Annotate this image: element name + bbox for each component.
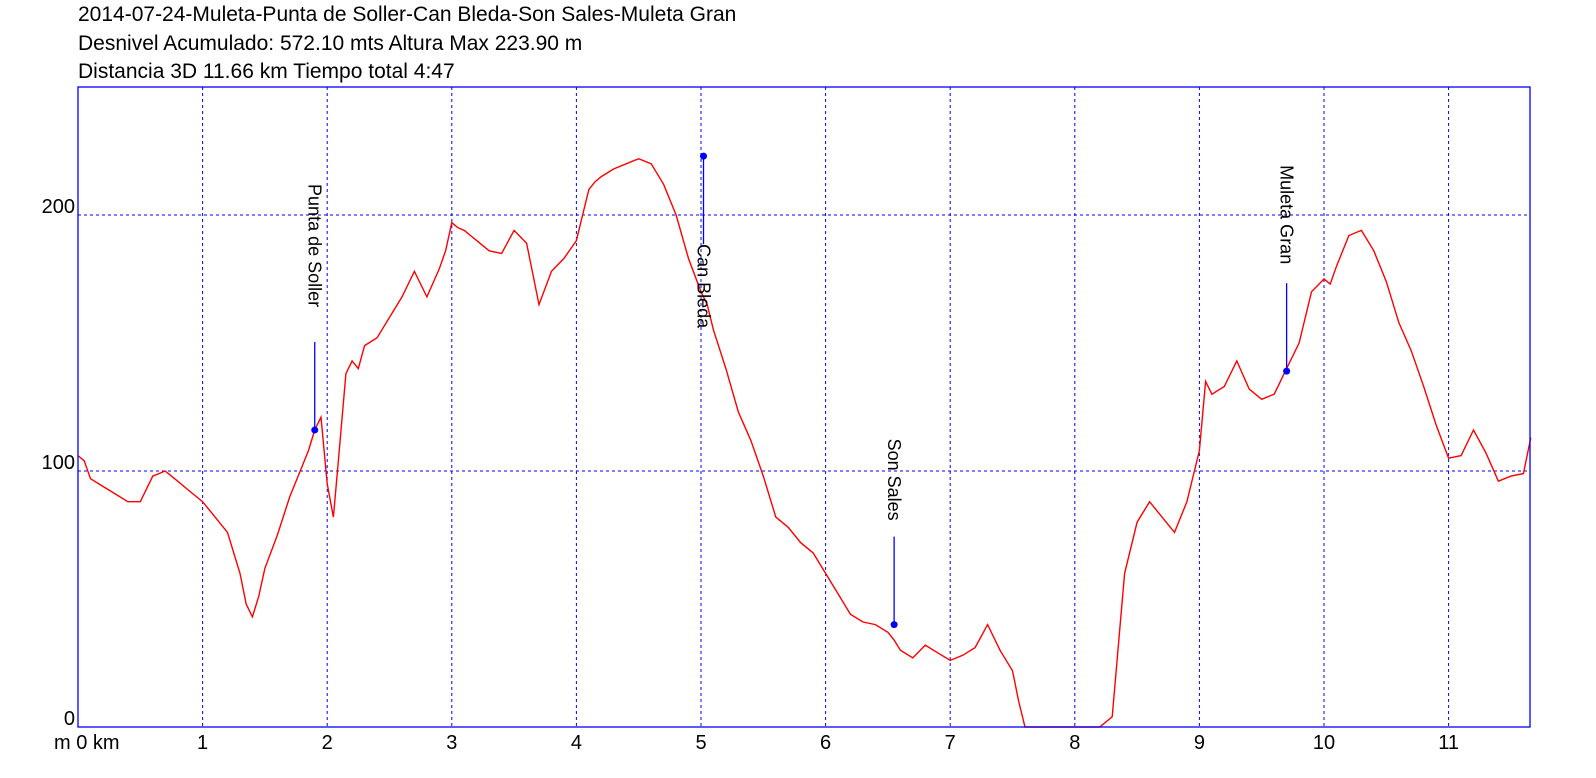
x-tick-label: 4 (571, 732, 582, 754)
x-tick-label: 7 (945, 732, 956, 754)
x-tick-label: 11 (1438, 732, 1459, 754)
x-tick-label: 10 (1313, 732, 1335, 754)
x-tick-label: 8 (1069, 732, 1080, 754)
waypoint-label: Son Sales (884, 439, 904, 521)
y-tick-label: 100 (42, 452, 75, 474)
x-tick-label: 6 (820, 732, 831, 754)
y-tick-label: 200 (42, 196, 75, 218)
y-tick-label: 0 (64, 708, 75, 730)
x-tick-label: 5 (695, 732, 706, 754)
waypoint-label: Can Bleda (693, 244, 713, 329)
axis-labels: m 0 km 1 2 3 4 5 6 7 8 9 10 11 0 100 200 (42, 196, 1459, 754)
waypoint-label: Muleta Gran (1277, 165, 1297, 264)
elevation-profile-line (77, 157, 1532, 728)
waypoint-label: Punta de Soller (305, 184, 325, 307)
x-tick-label: m 0 km (54, 732, 120, 754)
waypoint-marker (699, 152, 707, 160)
chart-subtitle-elevation: Desnivel Acumulado: 572.10 mts Altura Ma… (78, 32, 583, 55)
waypoint-marker (1283, 367, 1291, 375)
chart-title: 2014-07-24-Muleta-Punta de Soller-Can Bl… (78, 3, 737, 26)
waypoints-layer: Punta de Soller Can Bleda Son Sales Muleta … (305, 152, 1297, 629)
plot-frame (77, 86, 1531, 728)
grid-layer (78, 87, 1530, 727)
waypoint-marker (890, 621, 898, 629)
x-tick-label: 2 (322, 732, 333, 754)
x-tick-label: 9 (1194, 732, 1205, 754)
x-tick-label: 3 (446, 732, 457, 754)
waypoint-marker (311, 426, 319, 434)
chart-subtitle-distance: Distancia 3D 11.66 km Tiempo total 4:47 (78, 60, 455, 83)
x-tick-label: 1 (197, 732, 208, 754)
